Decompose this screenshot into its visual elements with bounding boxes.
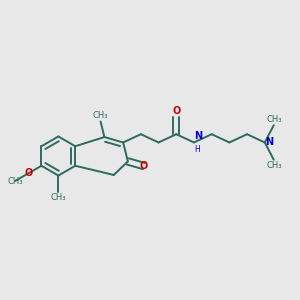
Text: CH₃: CH₃ <box>93 111 108 120</box>
Text: CH₃: CH₃ <box>266 115 281 124</box>
Text: N: N <box>194 131 202 141</box>
Text: CH₃: CH₃ <box>266 161 281 170</box>
Text: O: O <box>172 106 180 116</box>
Text: N: N <box>265 137 273 148</box>
Text: CH₃: CH₃ <box>7 176 23 185</box>
Text: H: H <box>194 146 200 154</box>
Text: O: O <box>140 161 148 171</box>
Text: CH₃: CH₃ <box>51 194 66 202</box>
Text: O: O <box>24 168 32 178</box>
